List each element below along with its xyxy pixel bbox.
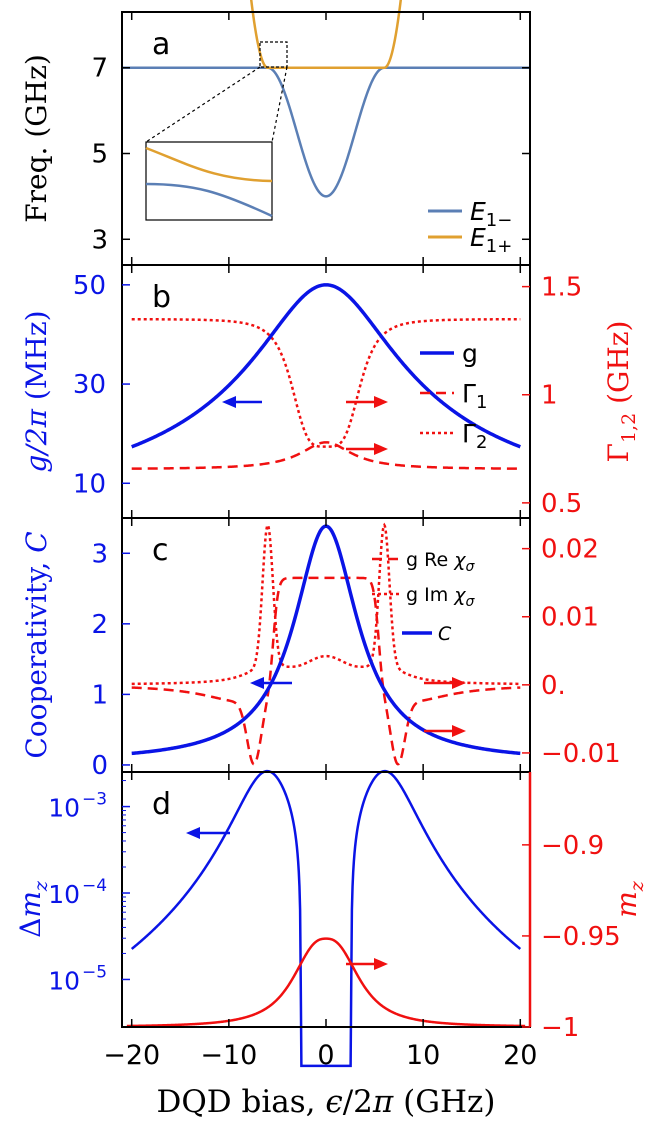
y-tick-exponent: −5 (82, 962, 107, 982)
arrow-left-head (186, 827, 200, 839)
y-tick-label-left: 10 (48, 794, 80, 823)
panel-letter: c (152, 533, 169, 568)
y-tick-label-left: 30 (73, 370, 106, 400)
legend-label: Γ2 (462, 419, 487, 453)
x-tick-label: 20 (503, 1040, 537, 1071)
series-cooperativity (131, 524, 521, 756)
legend-label: g Re χσ (406, 549, 475, 575)
y-tick-exponent: −4 (82, 876, 107, 896)
x-tick-label: 0 (317, 1040, 334, 1071)
series-g (131, 283, 521, 449)
y-tick-label-left: 2 (91, 610, 108, 640)
panel-letter: b (152, 280, 171, 315)
series-E1-minus (122, 66, 530, 198)
series-gamma1 (131, 441, 521, 470)
y-tick-label-right: 0. (541, 671, 566, 701)
arrow-left-head (250, 677, 264, 689)
panel-c-frame (121, 517, 531, 773)
x-tick-label: 10 (406, 1040, 440, 1071)
y-tick-label-right: −0.95 (541, 922, 621, 952)
panel-c: 0 1 2 3 −0.01 0. 0.01 0.02 Cooperativity, C c g Re… (20, 517, 621, 781)
y-tick-label-right: 0.02 (541, 535, 599, 565)
zoom-line (145, 66, 261, 143)
y-tick-label-right: −0.01 (541, 739, 621, 769)
y-axis-label-right: mz (610, 880, 648, 918)
y-axis-label-left: Cooperativity, C (20, 531, 53, 758)
inset-E1-plus (145, 146, 273, 183)
legend-label: g (462, 339, 478, 368)
x-tick-label: −10 (200, 1040, 257, 1071)
y-tick-label-right: −0.9 (541, 831, 604, 861)
y-tick-label: 7 (91, 54, 108, 84)
inset-E1-minus (145, 182, 273, 218)
legend-label: g Im χσ (406, 584, 476, 610)
series-delta-mz (130, 769, 522, 1068)
panel-letter: d (152, 787, 171, 822)
legend-label: C (438, 623, 452, 645)
legend-label: E1− (470, 197, 512, 231)
y-tick-label-right: 0.5 (541, 489, 582, 519)
arrow-right-2-head (452, 725, 466, 737)
zoom-line (271, 66, 288, 143)
y-tick-label-right: 1.5 (541, 273, 582, 303)
x-axis-label: DQD bias, ϵ/2π (GHz) (157, 1084, 496, 1120)
series-mz (126, 937, 526, 1028)
panel-b: 10 30 50 0.5 1 1.5 g/2π (MHz) Γ1,2 (GHz) b g Γ1 Γ2 (20, 264, 640, 519)
arrow-right-1-head (374, 396, 388, 408)
y-tick-label-left: 3 (91, 539, 108, 569)
panel-a-frame (121, 11, 531, 266)
y-tick-label-right: −1 (541, 1013, 579, 1043)
y-tick-label-left: 10 (48, 966, 80, 995)
panel-letter: a (152, 27, 170, 62)
y-tick-exponent: −3 (82, 790, 107, 810)
y-tick-label-left: 10 (48, 880, 80, 909)
y-tick-label: 5 (91, 140, 108, 170)
arrow-right-2-head (374, 443, 388, 455)
y-tick-label: 3 (91, 225, 108, 255)
arrow-left-head (222, 396, 236, 408)
series-E1-plus (249, 0, 403, 69)
panel-a: 3 5 7 Freq. (GHz) a E1−E1+ (20, 0, 531, 266)
y-axis-label: Freq. (GHz) (20, 54, 53, 223)
y-tick-label-left: 1 (91, 680, 108, 710)
series-re-chi (131, 576, 521, 766)
y-axis-label-right: Γ1,2 (GHz) (602, 321, 640, 463)
series-gamma2 (131, 317, 521, 448)
x-tick-label: −20 (103, 1040, 160, 1071)
arrow-right-1-head (452, 677, 466, 689)
arrow-right-head (374, 958, 388, 970)
legend-label: E1+ (470, 223, 512, 257)
y-tick-label-right: 1 (541, 381, 558, 411)
y-axis-label-left: g/2π (MHz) (20, 310, 53, 472)
y-axis-label-left: Δmz (14, 880, 52, 938)
zoom-box (259, 41, 288, 68)
y-tick-label-left: 0 (91, 751, 108, 781)
legend-label: Γ1 (462, 379, 487, 413)
y-tick-label-left: 50 (73, 271, 106, 301)
y-tick-label-left: 10 (73, 469, 106, 499)
y-tick-label-right: 0.01 (541, 603, 599, 633)
